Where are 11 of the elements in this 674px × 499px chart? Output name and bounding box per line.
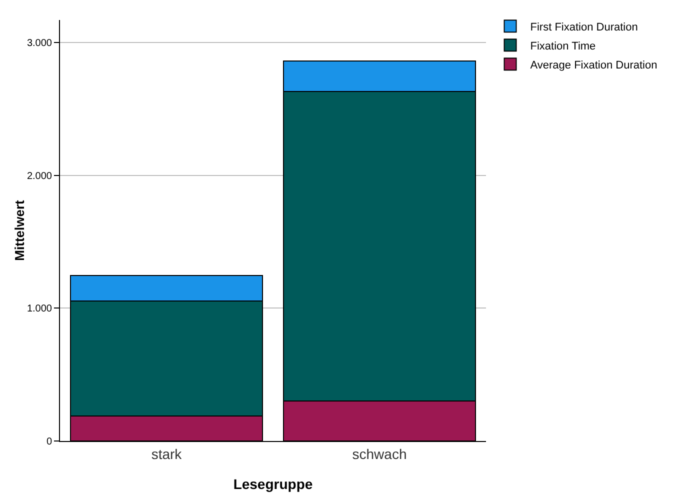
y-tick-label: 2.000 — [26, 170, 52, 182]
legend-label: Average Fixation Duration — [530, 59, 658, 72]
legend-label: Fixation Time — [530, 40, 596, 52]
y-axis-title: Mittelwert — [12, 199, 27, 261]
y-tick-label: 0 — [46, 436, 52, 448]
x-axis-title: Lesegruppe — [233, 476, 313, 492]
legend-label: First Fixation Duration — [530, 21, 638, 34]
y-tick-label: 3.000 — [26, 38, 52, 50]
y-tick-label: 1.000 — [26, 304, 52, 315]
x-tick-label: stark — [151, 446, 183, 462]
x-tick-label: schwach — [352, 446, 407, 462]
